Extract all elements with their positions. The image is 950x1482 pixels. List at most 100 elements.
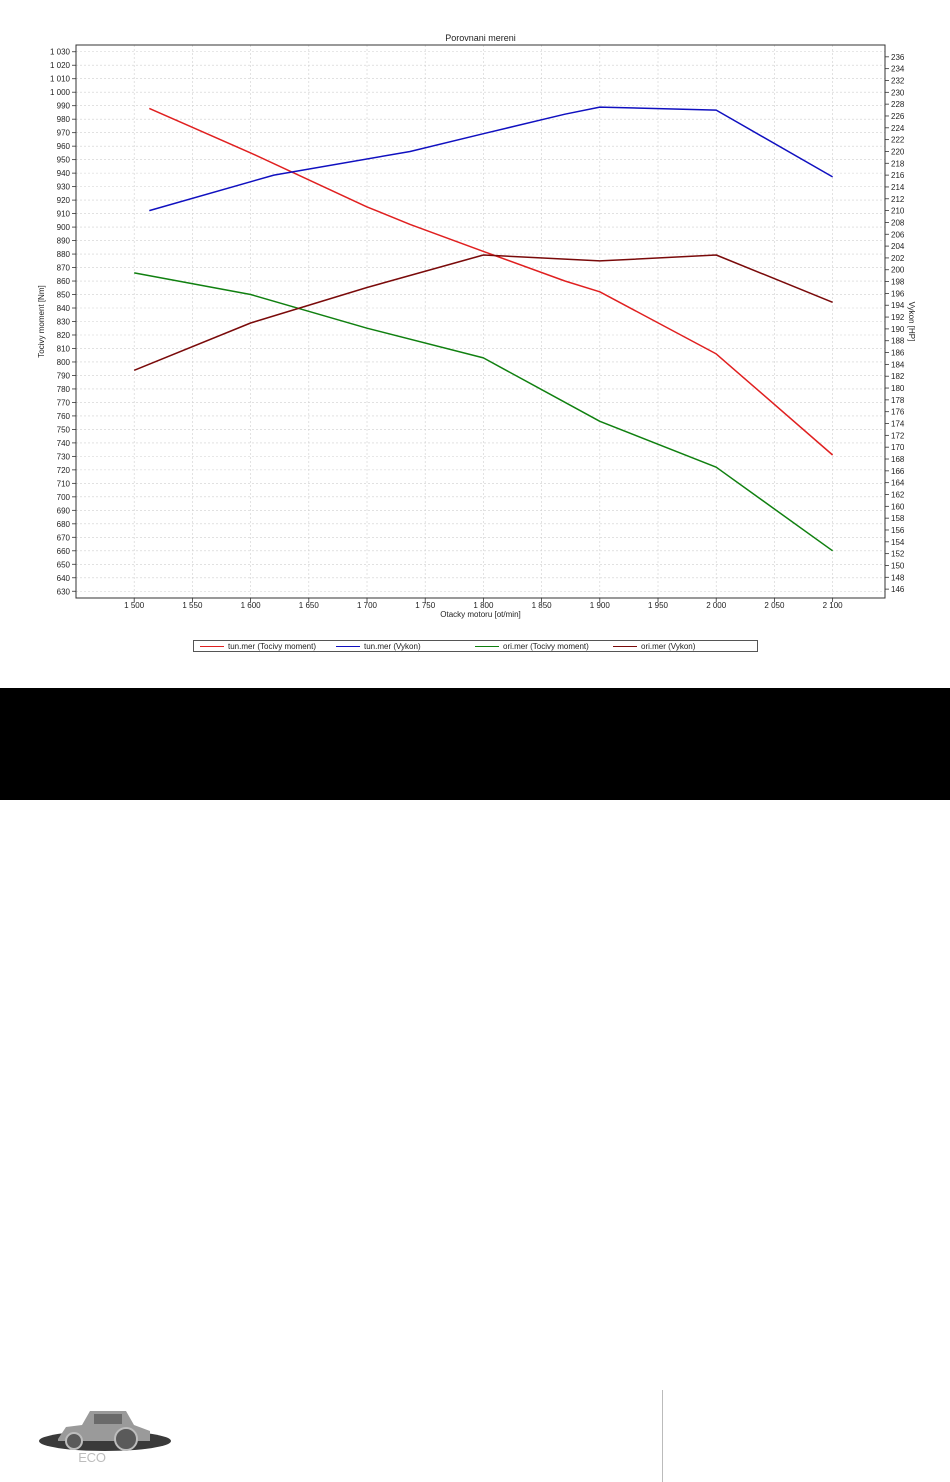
x-tick-label: 2 100 <box>823 601 844 610</box>
y2-tick-label: 178 <box>891 396 905 405</box>
series-line-0 <box>148 107 834 456</box>
chart-area: 630 640 650 660 670 680 690 700 710 720 730 740 750 7… <box>0 0 950 688</box>
y2-tick-label: 182 <box>891 372 905 381</box>
x-tick-label: 2 050 <box>764 601 785 610</box>
y2-tick-label: 150 <box>891 561 905 570</box>
y2-tick-label: 194 <box>891 301 905 310</box>
y2-tick-label: 168 <box>891 455 905 464</box>
series-line-2 <box>134 272 834 552</box>
y-tick-label: 670 <box>57 533 71 542</box>
x-tick-label: 1 750 <box>415 601 436 610</box>
legend-swatch <box>613 645 637 647</box>
y-tick-label: 940 <box>57 169 71 178</box>
legend-item-2: ori.mer (Tocivy moment) <box>475 641 589 651</box>
x-tick-label: 1 950 <box>648 601 669 610</box>
y-tick-label: 710 <box>57 479 71 488</box>
legend-label: ori.mer (Vykon) <box>641 641 696 651</box>
y2-tick-label: 146 <box>891 585 905 594</box>
y2-tick-label: 214 <box>891 183 905 192</box>
y-tick-label: 840 <box>57 304 71 313</box>
y2-tick-label: 148 <box>891 573 905 582</box>
legend-item-1: tun.mer (Vykon) <box>336 641 421 651</box>
x-tick-label: 1 850 <box>532 601 553 610</box>
brand-power: POWER <box>105 1450 154 1465</box>
footer-divider <box>662 1390 663 1482</box>
y2-tick-label: 156 <box>891 526 905 535</box>
y2-tick-label: 172 <box>891 431 905 440</box>
y-axis-label: Tocivy moment [Nm] <box>37 285 46 357</box>
y-tick-label: 640 <box>57 574 71 583</box>
y-tick-label: 630 <box>57 587 71 596</box>
y2-tick-label: 152 <box>891 550 905 559</box>
y2-tick-label: 180 <box>891 384 905 393</box>
y2-tick-label: 210 <box>891 207 905 216</box>
y-tick-label: 790 <box>57 371 71 380</box>
y2-tick-label: 198 <box>891 278 905 287</box>
y-tick-label: 1 020 <box>50 61 71 70</box>
y2-tick-label: 218 <box>891 159 905 168</box>
legend-swatch <box>200 645 224 647</box>
legend-item-0: tun.mer (Tocivy moment) <box>200 641 316 651</box>
y2-tick-label: 170 <box>891 443 905 452</box>
y2-tick-label: 192 <box>891 313 905 322</box>
legend-swatch <box>475 645 499 647</box>
y2-tick-label: 160 <box>891 502 905 511</box>
y-tick-label: 690 <box>57 506 71 515</box>
y2-tick-label: 184 <box>891 360 905 369</box>
y-tick-label: 660 <box>57 547 71 556</box>
y2-tick-label: 234 <box>891 65 905 74</box>
y-tick-label: 810 <box>57 344 71 353</box>
plot-frame <box>75 44 886 599</box>
y2-tick-label: 200 <box>891 266 905 275</box>
y-tick-label: 870 <box>57 264 71 273</box>
series-line-3 <box>133 254 833 371</box>
y-tick-label: 880 <box>57 250 71 259</box>
y-tick-label: 760 <box>57 412 71 421</box>
y-tick-label: 890 <box>57 237 71 246</box>
y2-tick-label: 190 <box>891 325 905 334</box>
legend-label: ori.mer (Tocivy moment) <box>503 641 589 651</box>
chart-title: Porovnani mereni <box>445 33 516 43</box>
performance-chart: 630 640 650 660 670 680 690 700 710 720 730 740 750 7… <box>37 33 916 619</box>
x-tick-label: 1 800 <box>473 601 494 610</box>
y-tick-label: 740 <box>57 439 71 448</box>
y2-axis-label: Vykon [HP] <box>907 302 916 342</box>
y2-tick-label: 208 <box>891 218 905 227</box>
hp-gain-text: + 25 HP <box>741 1385 851 1418</box>
legend-item-3: ori.mer (Vykon) <box>613 641 695 651</box>
y2-tick-label: 222 <box>891 136 905 145</box>
y2-tick-label: 212 <box>891 195 905 204</box>
y-tick-label: 820 <box>57 331 71 340</box>
y-tick-label: 830 <box>57 318 71 327</box>
y2-tick-label: 202 <box>891 254 905 263</box>
y-tick-label: 930 <box>57 183 71 192</box>
y-tick-label: 860 <box>57 277 71 286</box>
y-tick-label: 1 010 <box>50 75 71 84</box>
brand-eco: ECO <box>78 1450 106 1465</box>
nm-icon-label: Nm <box>691 1460 709 1472</box>
y2-tick-label: 176 <box>891 408 905 417</box>
y2-tick-label: 164 <box>891 479 905 488</box>
torque-nm-icon: Nm <box>686 1450 716 1481</box>
y2-tick-label: 226 <box>891 112 905 121</box>
legend-label: tun.mer (Tocivy moment) <box>228 641 317 651</box>
y2-tick-label: 158 <box>891 514 905 523</box>
y2-tick-label: 196 <box>891 289 905 298</box>
y2-tick-label: 204 <box>891 242 905 251</box>
legend-label: tun.mer (Vykon) <box>364 641 421 651</box>
x-axis-label: Otacky motoru [ot/min] <box>440 610 520 619</box>
y-tick-label: 800 <box>57 358 71 367</box>
y2-tick-label: 224 <box>891 124 905 133</box>
series-line-1 <box>149 106 833 212</box>
x-tick-label: 1 700 <box>357 601 378 610</box>
brand-agro: AGRO <box>40 1450 79 1465</box>
y2-tick-label: 162 <box>891 490 905 499</box>
y-tick-label: 700 <box>57 493 71 502</box>
nm-gain-text: + 120 Nm <box>741 1444 872 1477</box>
y2-tick-label: 220 <box>891 147 905 156</box>
y2-tick-label: 216 <box>891 171 905 180</box>
y-tick-label: 980 <box>57 115 71 124</box>
y-tick-label: 1 030 <box>50 48 71 57</box>
y-tick-label: 730 <box>57 452 71 461</box>
x-tick-label: 2 000 <box>706 601 727 610</box>
